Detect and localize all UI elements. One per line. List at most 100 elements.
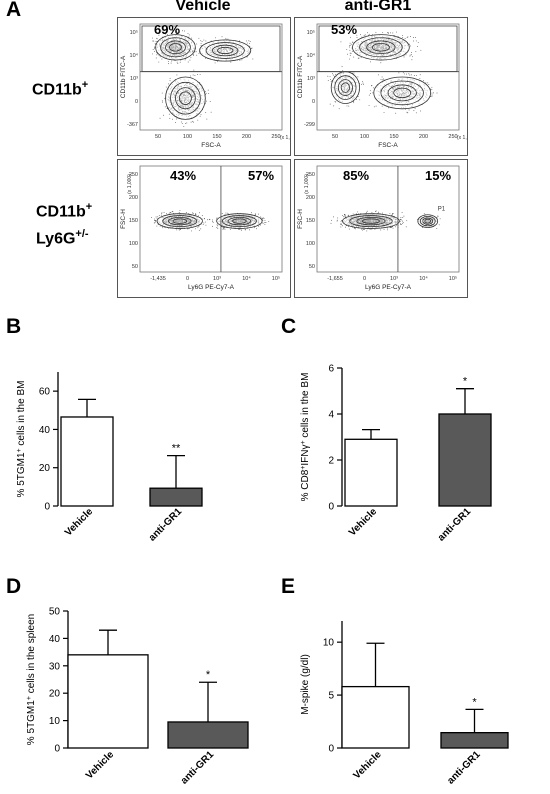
density-contour <box>155 34 196 61</box>
x-category-label: anti-GR1 <box>436 506 474 544</box>
gate-percentage: 43% <box>170 168 196 183</box>
x-category-label: Vehicle <box>351 749 383 781</box>
x-tick-label: 10⁵ <box>272 275 280 282</box>
y-tick-label: 200 <box>129 195 138 201</box>
y-tick-label: 0 <box>328 744 334 755</box>
density-contour <box>424 218 432 224</box>
x-tick-label: 10⁴ <box>242 275 251 282</box>
y-tick-label: 0 <box>312 99 315 105</box>
y-tick-label: 0 <box>54 744 60 755</box>
y-tick-label: 10 <box>323 638 335 649</box>
y-tick-label: 6 <box>328 364 334 375</box>
gate-percentage: 15% <box>425 168 451 183</box>
y-tick-label: 150 <box>306 218 315 224</box>
y-tick-label: 100 <box>129 241 138 247</box>
x-tick-label: 50 <box>332 134 338 140</box>
y-tick-label: 10³ <box>130 76 138 82</box>
x-axis-label: FSC-A <box>201 142 221 149</box>
density-contour <box>179 91 192 105</box>
density-contour <box>387 84 417 102</box>
density-contour <box>334 75 357 100</box>
density-contour <box>422 217 434 225</box>
panel-e-letter: E <box>281 575 296 598</box>
facs-plot-anti-gr1-cd11b: 53% 50 100 150 200 250 10⁵ 10⁴ 10³ 0 -299 FSC-A CD11… <box>294 17 468 156</box>
plot-frame <box>139 165 283 273</box>
bar-chart-e: 0 5 10 M-spike (g/dl) Vehicle * anti-GR1 <box>300 621 509 787</box>
y-axis-label: % 5TGM1+ cells in the spleen <box>26 614 38 745</box>
density-contour <box>352 34 410 61</box>
density-contour <box>419 215 436 227</box>
x-tick-label: 100 <box>360 134 369 140</box>
x-tick-label: 0 <box>363 276 366 282</box>
column-header-anti-gr1: anti-GR1 <box>344 0 412 14</box>
x-axis-label: Ly6G PE-Cy7-A <box>188 284 235 291</box>
x-category-label: anti-GR1 <box>179 749 217 787</box>
bar-chart-d: 0 10 20 30 40 50 % 5TGM1+ cells in the spleen V… <box>26 607 249 787</box>
significance-marker: * <box>206 669 211 681</box>
bar-vehicle <box>67 654 149 749</box>
y-tick-label: 2 <box>328 456 334 467</box>
y-tick-label: 20 <box>49 689 61 700</box>
x-axis-label: FSC-A <box>378 142 398 149</box>
facs-plot-anti-gr1-ly6g: P1 85% 15% -1,655 0 10³ 10⁴ 10⁵ 250 200 150 100 50 Ly… <box>294 159 468 298</box>
y-axis-label: FSC-H <box>120 209 127 229</box>
bar-vehicle <box>344 438 398 507</box>
density-contour <box>232 218 247 224</box>
x-tick-label: 100 <box>183 134 192 140</box>
y-tick-label: 250 <box>306 172 315 178</box>
y-axis-label: % 5TGM1+ cells in the BM <box>16 381 28 498</box>
y-tick-label: 40 <box>39 425 51 436</box>
density-contour <box>156 213 203 229</box>
y-tick-label: 0 <box>44 502 50 513</box>
density-contour <box>371 43 390 52</box>
density-contour <box>366 40 396 55</box>
y-tick-label: 10⁵ <box>130 29 138 36</box>
density-contour <box>170 81 201 115</box>
x-tick-label: 250 <box>448 134 457 140</box>
gate-percentage: 53% <box>331 22 357 37</box>
gate-box <box>318 25 458 72</box>
y-tick-label: 10⁴ <box>130 52 139 59</box>
x-category-label: anti-GR1 <box>445 749 483 787</box>
y-tick-label: 20 <box>39 463 51 474</box>
y-tick-label: 50 <box>309 264 315 270</box>
facs-plot-vehicle-ly6g: 43% 57% -1,435 0 10³ 10⁴ 10⁵ 250 200 150 100 50 Ly6G… <box>117 159 291 298</box>
y-axis-label: M-spike (g/dl) <box>300 654 311 715</box>
y-axis-label: CD11b FITC-A <box>120 55 127 98</box>
significance-marker: ** <box>172 443 181 455</box>
density-contour <box>169 43 182 52</box>
gate-percentage: 69% <box>154 22 180 37</box>
x-category-label: anti-GR1 <box>147 506 185 544</box>
plot-frame <box>316 23 460 131</box>
y-tick-label: 100 <box>306 241 315 247</box>
facs-plot-vehicle-cd11b: 69% 50 100 150 200 250 10⁵ 10⁴ 10³ 0 -367 FSC-A CD11… <box>117 17 291 156</box>
bar-anti-gr1 <box>438 413 492 507</box>
y-tick-label: 10⁴ <box>307 52 316 59</box>
y-tick-label: 10 <box>49 716 61 727</box>
x-tick-label: 200 <box>419 134 428 140</box>
y-tick-label: 200 <box>306 195 315 201</box>
facs-density-plot: 69% 50 100 150 200 250 10⁵ 10⁴ 10³ 0 -367 FSC-A CD11… <box>120 22 290 149</box>
bar-vehicle <box>341 685 410 749</box>
y-tick-label: 50 <box>132 264 138 270</box>
x-tick-label: 10³ <box>390 276 398 282</box>
y-tick-label: 40 <box>49 634 61 645</box>
y-tick-label: 0 <box>135 99 138 105</box>
x-tick-label: 200 <box>242 134 251 140</box>
density-contour <box>175 87 196 110</box>
bar-chart-b: 0 20 40 60 % 5TGM1+ cells in the BM Vehicle **… <box>16 372 203 544</box>
panel-c-letter: C <box>281 315 297 338</box>
density-contour <box>165 40 186 55</box>
density-contour <box>205 42 245 59</box>
y-axis-multiplier: (x 1,000) <box>127 174 133 194</box>
bar-vehicle <box>60 416 114 507</box>
y-tick-label: 30 <box>49 661 61 672</box>
x-tick-label: 0 <box>186 276 189 282</box>
plot-frame <box>316 165 460 273</box>
y-axis-label: CD11b FITC-A <box>297 55 304 98</box>
y-tick-label: 250 <box>129 172 138 178</box>
y-axis-label: % CD8+IFNγ+ cells in the BM <box>300 373 312 502</box>
y-tick-label: 60 <box>39 387 51 398</box>
plot-frame <box>139 23 283 131</box>
gate-box <box>141 25 281 72</box>
